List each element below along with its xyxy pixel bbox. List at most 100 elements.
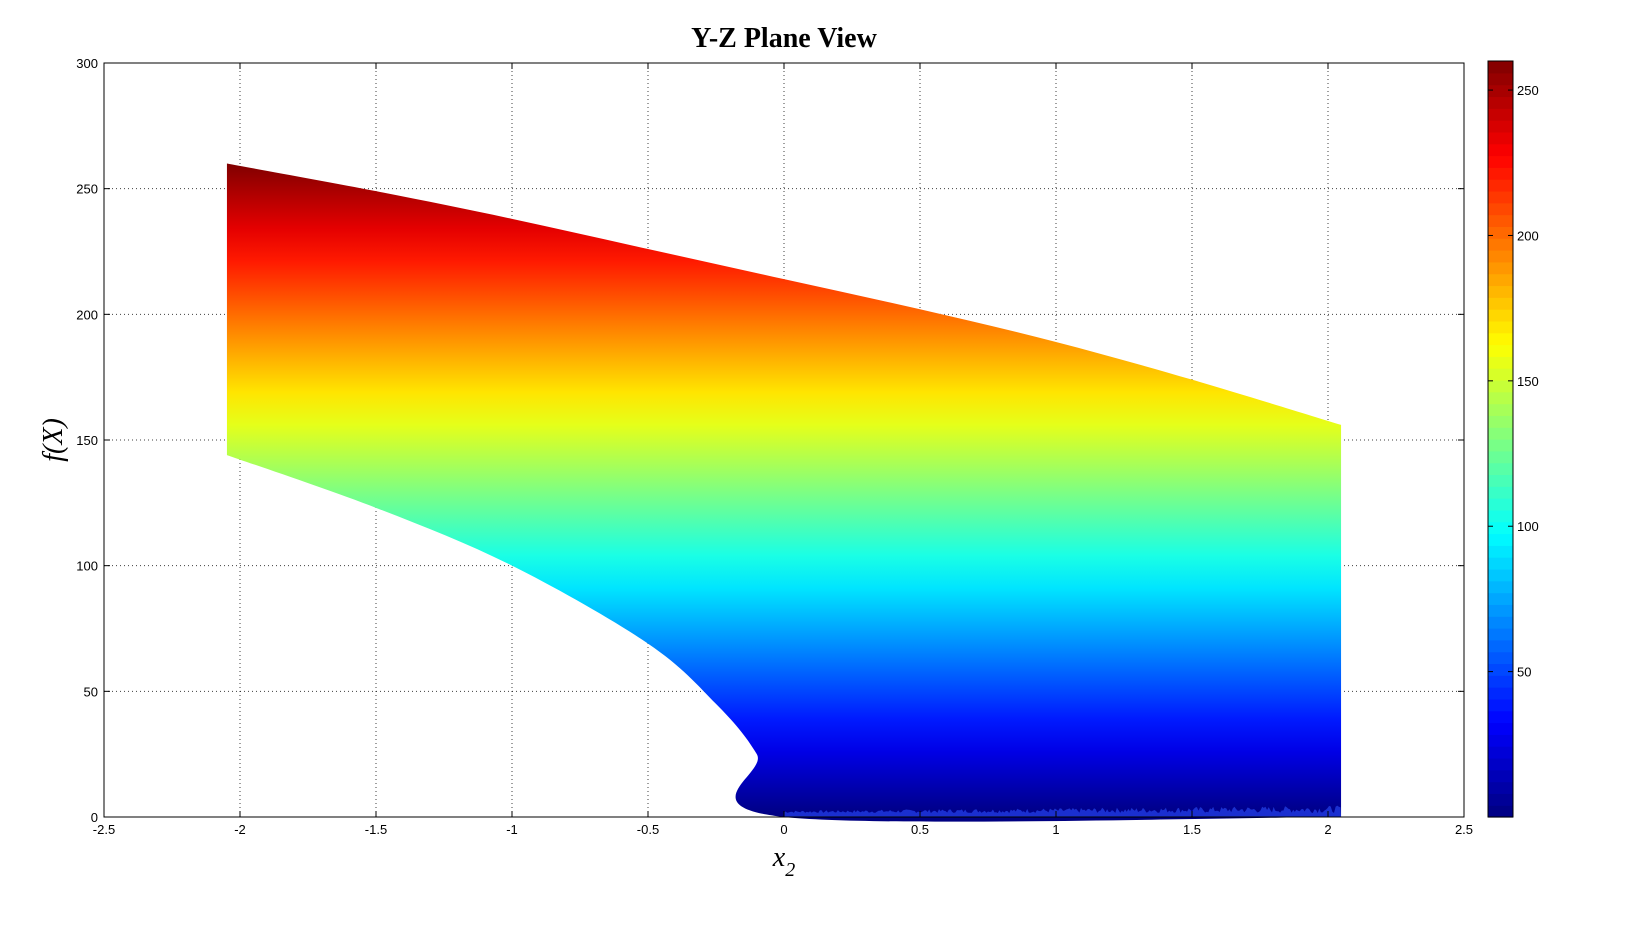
x-tick-label: -1.5 (365, 822, 387, 837)
x-tick-label: 1.5 (1183, 822, 1201, 837)
colorbar-band (1488, 450, 1513, 464)
colorbar-band (1488, 710, 1513, 724)
colorbar-band (1488, 320, 1513, 334)
colorbar-band (1488, 143, 1513, 157)
colorbar-band (1488, 273, 1513, 287)
y-tick-label: 50 (84, 684, 98, 699)
colorbar-band (1488, 84, 1513, 98)
colorbar-band (1488, 486, 1513, 499)
colorbar-band (1488, 781, 1513, 794)
colorbar-band (1488, 533, 1513, 546)
y-tick-label: 100 (76, 559, 98, 574)
colorbar-band (1488, 120, 1513, 133)
y-tick-label: 200 (76, 307, 98, 322)
colorbar-tick-label: 100 (1517, 519, 1539, 534)
colorbar-band (1488, 415, 1513, 428)
colorbar-band (1488, 250, 1513, 263)
x-tick-label: -2.5 (93, 822, 115, 837)
colorbar-band (1488, 427, 1513, 440)
y-axis-ticks: 0 50 100 150 200 250 300 (76, 56, 1464, 825)
colorbar-tick-label: 250 (1517, 83, 1539, 98)
x-axis-label: x2 (772, 842, 795, 881)
data-region-bottom-edge (784, 805, 1342, 817)
colorbar-band (1488, 332, 1513, 346)
x-tick-label: 2 (1324, 822, 1331, 837)
colorbar-band (1488, 639, 1513, 653)
colorbar-band (1488, 521, 1513, 535)
colorbar-band (1488, 167, 1513, 180)
colorbar-tick-label: 150 (1517, 374, 1539, 389)
colorbar-band (1488, 746, 1513, 759)
y-tick-label: 250 (76, 182, 98, 197)
colorbar-band (1488, 391, 1513, 405)
x-tick-label: 1 (1052, 822, 1059, 837)
colorbar-band (1488, 379, 1513, 393)
x-tick-label: 0 (780, 822, 787, 837)
y-axis-label: f(X) (38, 418, 69, 462)
colorbar-band (1488, 131, 1513, 145)
colorbar-band (1488, 214, 1513, 227)
y-tick-label: 300 (76, 56, 98, 71)
colorbar-band (1488, 557, 1513, 570)
colorbar-band (1488, 793, 1513, 806)
colorbar: 50 100 150 200 250 (1487, 60, 1539, 818)
colorbar-band (1488, 651, 1513, 665)
colorbar-tick-label: 200 (1517, 228, 1539, 243)
y-tick-label: 150 (76, 433, 98, 448)
x-tick-label: 2.5 (1455, 822, 1473, 837)
x-axis-ticks: -2.5 -2 -1.5 -1 -0.5 0 0.5 1 1.5 2 2.5 (93, 63, 1473, 837)
colorbar-band (1488, 757, 1513, 771)
colorbar-band (1488, 403, 1513, 416)
colorbar-band (1488, 805, 1513, 818)
colorbar-frame (1487, 60, 1514, 818)
colorbar-band (1488, 356, 1513, 369)
colorbar-band (1488, 722, 1513, 735)
colorbar-band (1488, 616, 1513, 629)
colorbar-band (1488, 72, 1513, 86)
colorbar-band (1488, 108, 1513, 121)
x-tick-label: -1 (506, 822, 518, 837)
colorbar-band (1488, 368, 1513, 381)
x-tick-label: -2 (234, 822, 246, 837)
colorbar-band (1488, 155, 1513, 168)
colorbar-band (1488, 202, 1513, 216)
data-region (226, 163, 1342, 822)
colorbar-band (1488, 769, 1513, 783)
x-axis-label-subscript: 2 (785, 859, 795, 881)
colorbar-tick-label: 50 (1517, 665, 1531, 680)
data-region-fill (226, 163, 1342, 822)
colorbar-band (1488, 226, 1513, 239)
colorbar-band (1488, 61, 1513, 74)
colorbar-band (1488, 462, 1513, 476)
colorbar-band (1488, 663, 1513, 676)
colorbar-band (1488, 545, 1513, 558)
y-tick-label: 0 (91, 810, 98, 825)
chart-title: Y-Z Plane View (691, 23, 877, 54)
x-axis-label-main: x (772, 842, 786, 873)
colorbar-band (1488, 96, 1513, 109)
colorbar-band (1488, 261, 1513, 275)
colorbar-band (1488, 344, 1513, 357)
colorbar-band (1488, 604, 1513, 617)
colorbar-band (1488, 580, 1513, 594)
colorbar-band (1488, 439, 1513, 452)
x-tick-label: -0.5 (637, 822, 659, 837)
colorbar-band (1488, 698, 1513, 712)
colorbar-band (1488, 285, 1513, 298)
colorbar-band (1488, 687, 1513, 700)
colorbar-band (1488, 179, 1513, 192)
colorbar-band (1488, 509, 1513, 523)
colorbar-band (1488, 628, 1513, 641)
colorbar-band (1488, 592, 1513, 605)
colorbar-band (1488, 190, 1513, 204)
colorbar-band (1488, 498, 1513, 511)
colorbar-band (1488, 568, 1513, 582)
colorbar-band (1488, 309, 1513, 322)
colorbar-band (1488, 734, 1513, 747)
colorbar-band (1488, 474, 1513, 487)
x-tick-label: 0.5 (911, 822, 929, 837)
colorbar-band (1488, 297, 1513, 310)
colorbar-band (1488, 238, 1513, 251)
colorbar-band (1488, 675, 1513, 688)
